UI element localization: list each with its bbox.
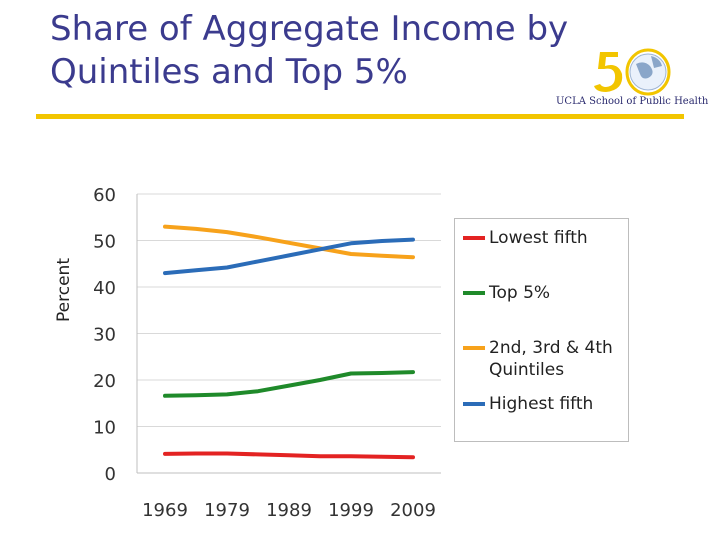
chart-legend: Lowest fifth Top 5% 2nd, 3rd & 4th Quint… (454, 218, 629, 442)
legend-swatch-highest-fifth (463, 402, 485, 406)
y-tick-label-40: 40 (93, 278, 116, 299)
legend-label-top-5: Top 5% (489, 283, 551, 303)
y-tick-label-60: 60 (93, 185, 116, 206)
series-line-highest-fifth (163, 237, 415, 276)
legend-item-lowest-fifth: Lowest fifth (463, 227, 629, 249)
slide-title-line-2: Quintiles and Top 5% (50, 52, 408, 92)
legend-label-highest-fifth: Highest fifth (489, 394, 594, 414)
legend-item-highest-fifth: Highest fifth (463, 393, 629, 415)
slide-title-line-1: Share of Aggregate Income by (50, 9, 569, 49)
y-tick-label-0: 0 (105, 464, 116, 485)
series-line-2nd-3rd-4th-quintiles (163, 224, 415, 260)
y-tick-label-30: 30 (93, 325, 116, 346)
x-tick-label-1979: 1979 (204, 500, 250, 521)
legend-swatch-lowest-fifth (463, 236, 485, 240)
legend-item-top-5: Top 5% (463, 282, 629, 304)
series-line-lowest-fifth (163, 451, 415, 460)
y-tick-label-20: 20 (93, 371, 116, 392)
ucla-logo: UCLA School of Public Health (556, 46, 709, 110)
y-tick-label-50: 50 (93, 232, 116, 253)
y-tick-label-10: 10 (93, 418, 116, 439)
legend-swatch-middle-quintiles (463, 346, 485, 350)
logo-emblem-icon (594, 48, 671, 96)
x-tick-label-1999: 1999 (328, 500, 374, 521)
logo-caption: UCLA School of Public Health (556, 96, 709, 107)
x-tick-label-1989: 1989 (266, 500, 312, 521)
title-divider (36, 114, 684, 119)
x-tick-label-2009: 2009 (390, 500, 436, 521)
legend-swatch-top-5 (463, 291, 485, 295)
slide-title: Share of Aggregate Income by Quintiles a… (50, 8, 610, 94)
legend-label-lowest-fifth: Lowest fifth (489, 228, 588, 248)
legend-item-middle-quintiles: 2nd, 3rd & 4th Quintiles (463, 337, 629, 381)
legend-label-middle-quintiles: 2nd, 3rd & 4th Quintiles (489, 338, 613, 380)
series-line-top-5 (163, 370, 415, 398)
x-tick-label-1969: 1969 (142, 500, 188, 521)
